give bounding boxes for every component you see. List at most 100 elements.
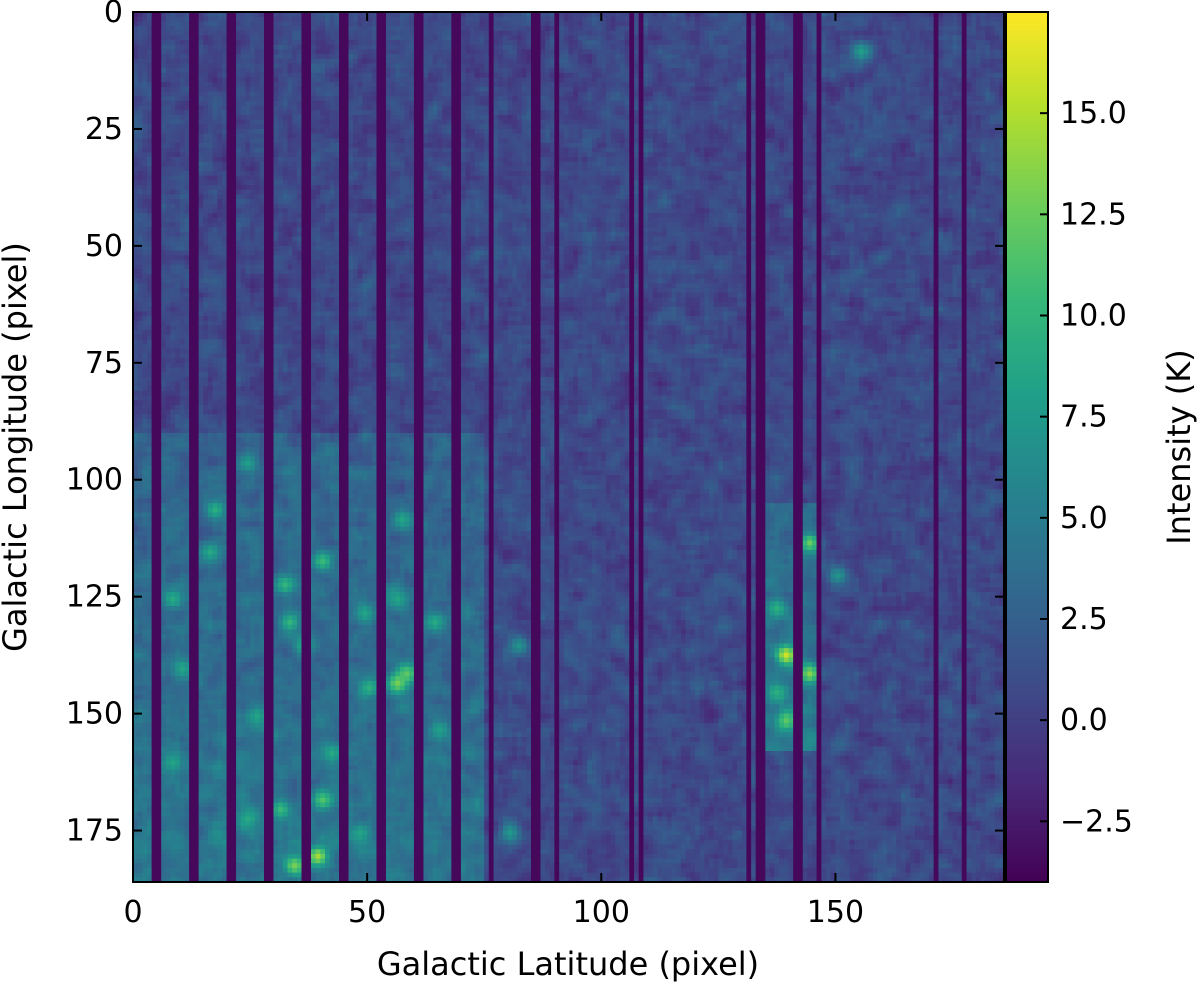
heatmap-cell: [324, 49, 331, 55]
heatmap-cell: [240, 91, 246, 97]
heatmap-cell: [212, 44, 218, 51]
heatmap-cell: [605, 54, 612, 60]
heatmap-cell: [545, 91, 551, 97]
heatmap-cell: [685, 49, 691, 55]
heatmap-cell: [582, 49, 588, 55]
heatmap-cell: [685, 86, 691, 93]
heatmap-cell: [591, 63, 598, 69]
heatmap-cell: [727, 72, 733, 79]
heatmap-cell: [465, 105, 471, 111]
heatmap-cell: [840, 72, 846, 79]
heatmap-cell: [924, 119, 930, 125]
heatmap-cell: [985, 82, 991, 88]
heatmap-cell: [882, 128, 888, 135]
heatmap-cell: [165, 124, 172, 130]
heatmap-cell: [362, 77, 368, 83]
heatmap-cell: [577, 58, 584, 65]
heatmap-cell: [147, 12, 153, 18]
heatmap-cell: [723, 54, 729, 60]
heatmap-cell: [498, 86, 504, 93]
heatmap-cell: [699, 82, 705, 88]
heatmap-cell: [699, 96, 705, 102]
heatmap-cell: [404, 30, 410, 36]
heatmap-cell: [765, 133, 771, 139]
heatmap-cell: [886, 35, 893, 41]
heatmap-cell: [980, 68, 986, 74]
heatmap-cell: [409, 119, 415, 125]
heatmap-cell: [751, 44, 757, 51]
heatmap-cell: [718, 128, 724, 135]
heatmap-cell: [165, 133, 172, 139]
heatmap-cell: [254, 35, 261, 41]
heatmap-cell: [704, 114, 710, 121]
heatmap-cell: [844, 26, 851, 32]
heatmap-cell: [137, 54, 143, 60]
heatmap-cell: [432, 54, 438, 60]
heatmap-cell: [385, 77, 392, 83]
heatmap-cell: [184, 114, 190, 121]
heatmap-cell: [723, 21, 729, 27]
heatmap-cell: [357, 133, 364, 139]
heatmap-cell: [938, 72, 944, 79]
heatmap-cell: [638, 100, 645, 107]
heatmap-cell: [868, 21, 874, 27]
heatmap-cell: [765, 91, 771, 97]
heatmap-cell: [830, 49, 837, 55]
heatmap-cell: [493, 30, 499, 36]
heatmap-cell: [638, 16, 645, 22]
heatmap-cell: [334, 40, 340, 46]
heatmap-cell: [203, 21, 209, 27]
heatmap-cell: [133, 105, 139, 111]
heatmap-cell: [694, 96, 701, 102]
heatmap-cell: [179, 21, 186, 27]
heatmap-cell: [423, 82, 429, 88]
heatmap-cell: [807, 110, 813, 116]
heatmap-cell: [708, 12, 715, 18]
heatmap-cell: [657, 82, 663, 88]
heatmap-cell: [320, 124, 326, 130]
heatmap-cell: [938, 86, 944, 93]
heatmap-cell: [751, 96, 757, 102]
heatmap-cell: [296, 54, 303, 60]
heatmap-cell: [273, 96, 279, 102]
heatmap-cell: [409, 68, 415, 74]
heatmap-cell: [774, 110, 780, 116]
heatmap-cell: [596, 133, 602, 139]
heatmap-cell: [137, 86, 143, 93]
heatmap-cell: [198, 40, 204, 46]
heatmap-cell: [666, 72, 673, 79]
heatmap-cell: [573, 40, 579, 46]
heatmap-cell: [666, 21, 673, 27]
heatmap-cell: [165, 128, 172, 135]
heatmap-cell: [975, 26, 982, 32]
heatmap-cell: [474, 105, 481, 111]
heatmap-cell: [708, 26, 715, 32]
heatmap-cell: [282, 77, 289, 83]
heatmap-cell: [610, 63, 616, 69]
heatmap-cell: [989, 26, 996, 32]
heatmap-cell: [840, 26, 846, 32]
heatmap-cell: [203, 30, 209, 36]
heatmap-cell: [591, 100, 598, 107]
heatmap-cell: [788, 30, 794, 36]
heatmap-cell: [133, 124, 139, 130]
heatmap-cell: [203, 110, 209, 116]
heatmap-cell: [573, 58, 579, 65]
heatmap-cell: [657, 58, 663, 65]
heatmap-cell: [203, 124, 209, 130]
heatmap-cell: [737, 63, 743, 69]
heatmap-cell: [723, 68, 729, 74]
heatmap-cell: [601, 77, 607, 83]
heatmap-cell: [779, 30, 785, 36]
heatmap-cell: [287, 96, 293, 102]
heatmap-cell: [161, 26, 167, 32]
heatmap-cell: [957, 114, 963, 121]
heatmap-cell: [868, 96, 874, 102]
heatmap-cell: [662, 86, 668, 93]
heatmap-cell: [952, 91, 958, 97]
heatmap-cell: [170, 77, 176, 83]
heatmap-cell: [966, 26, 972, 32]
heatmap-cell: [371, 68, 378, 74]
heatmap-cell: [718, 82, 724, 88]
heatmap-cell: [952, 35, 958, 41]
